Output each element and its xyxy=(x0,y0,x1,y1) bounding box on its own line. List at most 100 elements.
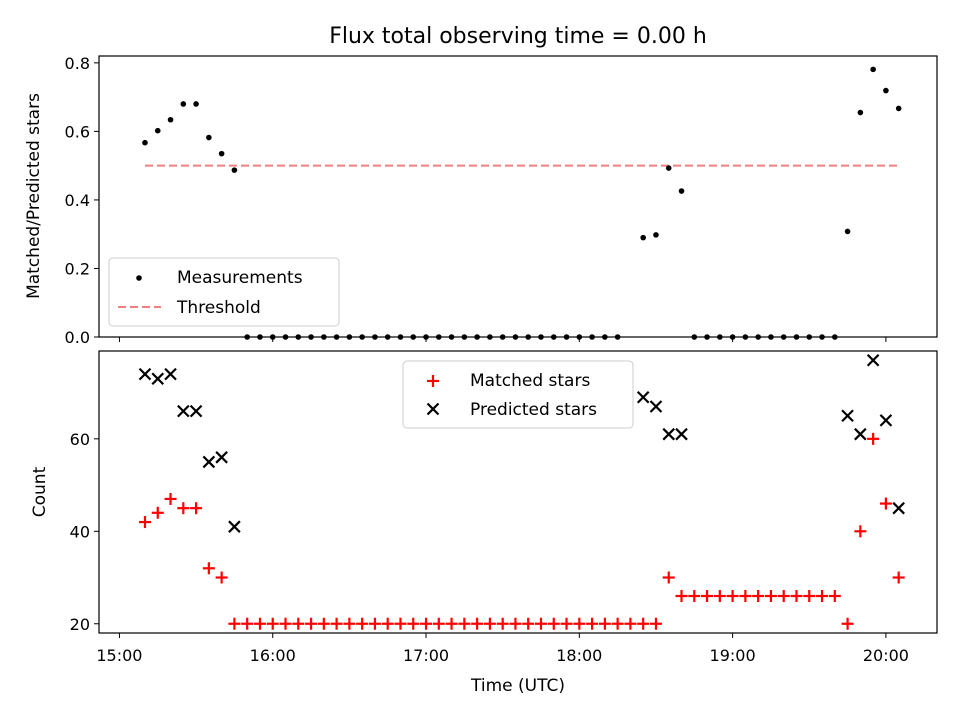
legend-measurements-label: Measurements xyxy=(177,268,303,288)
chart-figure: Flux total observing time = 0.00 h 0.0 0.… xyxy=(0,0,960,720)
matched-star-point xyxy=(650,618,662,630)
measurement-point xyxy=(666,165,672,171)
measurement-point xyxy=(679,188,685,194)
matched-star-point xyxy=(292,618,304,630)
matched-star-point xyxy=(739,590,751,602)
matched-star-point xyxy=(369,618,381,630)
matched-star-point xyxy=(867,433,879,445)
matched-star-point xyxy=(727,590,739,602)
matched-star-point xyxy=(714,590,726,602)
matched-star-point xyxy=(752,590,764,602)
matched-star-point xyxy=(509,618,521,630)
measurement-point xyxy=(870,67,876,73)
matched-star-point xyxy=(228,618,240,630)
predicted-star-point xyxy=(676,429,687,440)
predicted-star-point xyxy=(229,521,240,532)
measurement-point xyxy=(896,106,902,112)
bottom-panel: 20 40 60 15:00 16:00 17:00 18:00 19:00 20:00 Co… xyxy=(30,351,937,696)
matched-star-point xyxy=(816,590,828,602)
predicted-star-point xyxy=(663,429,674,440)
top-y-tick-label: 0.0 xyxy=(65,328,90,347)
matched-star-point xyxy=(484,618,496,630)
matched-star-point xyxy=(165,493,177,505)
matched-star-point xyxy=(471,618,483,630)
matched-star-point xyxy=(803,590,815,602)
matched-star-point xyxy=(241,618,253,630)
matched-star-point xyxy=(637,618,649,630)
matched-star-point xyxy=(676,590,688,602)
x-tick-label: 15:00 xyxy=(96,646,142,665)
matched-star-point xyxy=(765,590,777,602)
top-legend: Measurements Threshold xyxy=(109,258,339,326)
measurement-point xyxy=(219,151,225,157)
matched-star-point xyxy=(152,507,164,519)
matched-star-point xyxy=(407,618,419,630)
matched-star-point xyxy=(778,590,790,602)
matched-star-point xyxy=(216,572,228,584)
legend-matched-label: Matched stars xyxy=(470,371,590,391)
measurement-point xyxy=(168,117,174,123)
matched-star-point xyxy=(854,525,866,537)
measurement-point xyxy=(858,110,864,116)
measurement-point xyxy=(845,229,851,235)
measurement-point xyxy=(232,167,238,173)
predicted-star-point xyxy=(842,410,853,421)
predicted-star-point xyxy=(855,429,866,440)
matched-star-point xyxy=(318,618,330,630)
chart-title: Flux total observing time = 0.00 h xyxy=(329,24,707,49)
matched-star-point xyxy=(190,502,202,514)
predicted-star-point xyxy=(203,456,214,467)
measurement-point xyxy=(883,88,889,94)
matched-star-point xyxy=(548,618,560,630)
matched-star-point xyxy=(177,502,189,514)
x-tick-label: 18:00 xyxy=(556,646,602,665)
matched-star-point xyxy=(688,590,700,602)
bottom-y-axis-label: Count xyxy=(30,466,50,517)
bottom-y-tick-label: 40 xyxy=(70,522,90,541)
measurement-point xyxy=(206,135,212,141)
matched-star-point xyxy=(880,498,892,510)
matched-star-point xyxy=(586,618,598,630)
predicted-star-point xyxy=(165,369,176,380)
predicted-star-point xyxy=(868,355,879,366)
predicted-star-point xyxy=(638,392,649,403)
x-tick-label: 20:00 xyxy=(863,646,909,665)
matched-star-point xyxy=(522,618,534,630)
x-axis-label: Time (UTC) xyxy=(470,676,565,696)
legend-threshold-label: Threshold xyxy=(176,298,261,318)
top-y-axis-label: Matched/Predicted stars xyxy=(24,93,44,299)
measurement-point xyxy=(640,235,646,241)
predicted-star-point xyxy=(178,406,189,417)
top-y-tick-label: 0.6 xyxy=(65,122,90,141)
matched-star-point xyxy=(280,618,292,630)
matched-star-point xyxy=(420,618,432,630)
matched-star-point xyxy=(497,618,509,630)
matched-star-point xyxy=(382,618,394,630)
matched-star-point xyxy=(573,618,585,630)
predicted-star-point xyxy=(139,369,150,380)
matched-star-point xyxy=(331,618,343,630)
matched-star-point xyxy=(612,618,624,630)
matched-star-point xyxy=(599,618,611,630)
matched-star-point xyxy=(790,590,802,602)
x-tick-label: 19:00 xyxy=(710,646,756,665)
legend-measurements-marker xyxy=(136,275,142,281)
matched-star-point xyxy=(561,618,573,630)
predicted-star-point xyxy=(880,415,891,426)
matched-star-point xyxy=(893,572,905,584)
predicted-star-point xyxy=(893,503,904,514)
matched-star-point xyxy=(701,590,713,602)
legend-predicted-label: Predicted stars xyxy=(470,400,597,420)
matched-star-point xyxy=(829,590,841,602)
measurement-point xyxy=(142,140,148,146)
measurement-point xyxy=(181,101,187,107)
matched-star-point xyxy=(267,618,279,630)
matched-star-point xyxy=(663,572,675,584)
measurement-point xyxy=(155,128,161,134)
matched-star-point xyxy=(458,618,470,630)
measurement-point xyxy=(653,232,659,238)
predicted-star-point xyxy=(650,401,661,412)
matched-star-point xyxy=(356,618,368,630)
bottom-legend: Matched stars Predicted stars xyxy=(403,361,633,428)
matched-star-point xyxy=(343,618,355,630)
